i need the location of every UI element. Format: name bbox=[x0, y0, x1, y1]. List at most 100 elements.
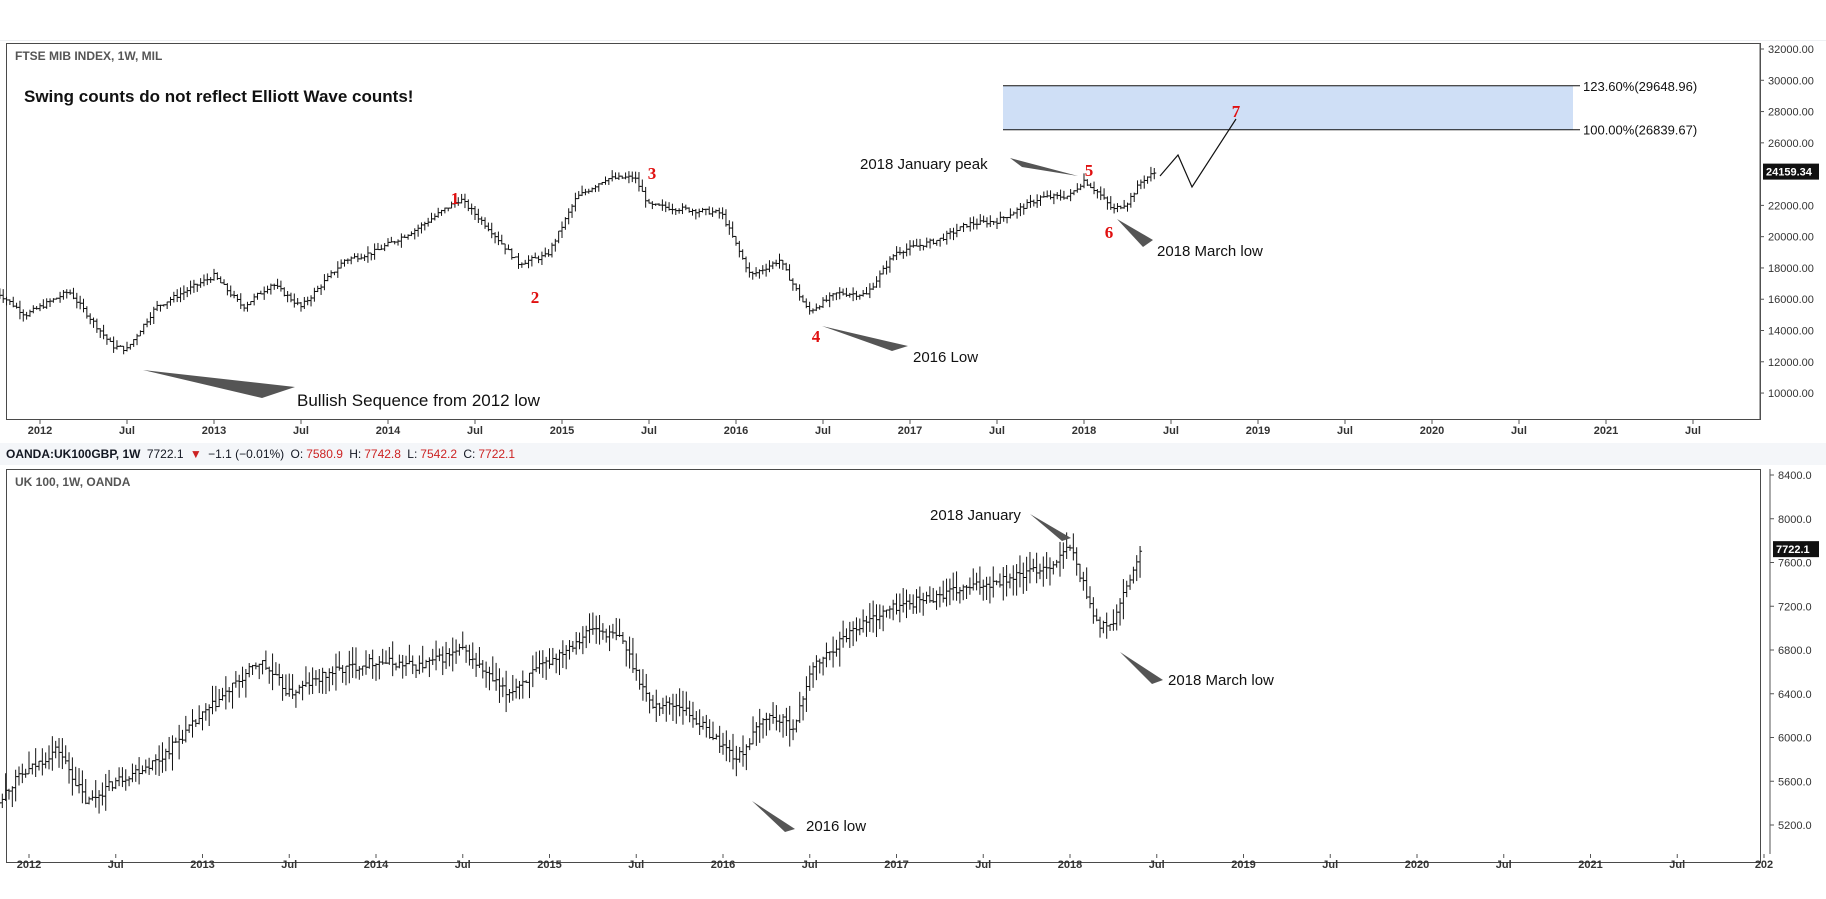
price-tick-label: 32000.00 bbox=[1768, 44, 1814, 56]
pointer-2012-low bbox=[143, 370, 295, 398]
swing-label-2: 2 bbox=[531, 288, 540, 307]
time-tick-label: Jul bbox=[1669, 859, 1685, 871]
time-tick-label: Jul bbox=[293, 425, 309, 437]
price-tick-label: 5200.0 bbox=[1778, 820, 1812, 832]
last-price-tag bbox=[1773, 541, 1819, 558]
time-tick-label: Jul bbox=[108, 859, 124, 871]
time-tick-label: 2015 bbox=[550, 425, 574, 437]
price-tick-label: 20000.00 bbox=[1768, 232, 1814, 244]
chart-title: FTSE MIB INDEX, 1W, MIL bbox=[15, 49, 162, 63]
price-tick-label: 7600.0 bbox=[1778, 558, 1812, 570]
pointer-march-low bbox=[1120, 652, 1163, 684]
open-value: 7580.9 bbox=[306, 447, 343, 461]
time-tick-label: Jul bbox=[628, 859, 644, 871]
time-tick-label: 2012 bbox=[28, 425, 52, 437]
time-tick-label: Jul bbox=[467, 425, 483, 437]
annotation-2018-march-low: 2018 March low bbox=[1157, 243, 1263, 260]
time-tick-label: Jul bbox=[281, 859, 297, 871]
time-tick-label: Jul bbox=[455, 859, 471, 871]
time-tick-label: 2013 bbox=[190, 859, 214, 871]
time-tick-label: 2018 bbox=[1058, 859, 1082, 871]
ftse-mib-chart[interactable]: 32000.00 30000.00 28000.00 26000.00 22000.00… bbox=[0, 0, 1826, 440]
time-tick-label: 2020 bbox=[1405, 859, 1429, 871]
low-label: L: bbox=[407, 447, 418, 461]
time-tick-label: 202 bbox=[1755, 859, 1773, 871]
projection-path bbox=[1159, 118, 1237, 189]
symbol-name[interactable]: OANDA:UK100GBP, 1W bbox=[6, 447, 141, 461]
time-tick-label: 2019 bbox=[1246, 425, 1270, 437]
time-tick-label: 2014 bbox=[364, 859, 389, 871]
time-tick-label: 2016 bbox=[711, 859, 735, 871]
time-tick-label: Jul bbox=[1685, 425, 1701, 437]
last-price-tag bbox=[1763, 163, 1819, 180]
open-label: O: bbox=[290, 447, 304, 461]
time-tick-label: Jul bbox=[1496, 859, 1512, 871]
time-tick-label: Jul bbox=[1322, 859, 1338, 871]
time-tick-label: Jul bbox=[975, 859, 991, 871]
time-tick-label: 2020 bbox=[1420, 425, 1444, 437]
pointer-2016-low bbox=[822, 326, 908, 351]
time-tick-label: 2017 bbox=[898, 425, 922, 437]
time-tick-label: 2021 bbox=[1578, 859, 1602, 871]
time-tick-label: Jul bbox=[641, 425, 657, 437]
price-tick-label: 28000.00 bbox=[1768, 107, 1814, 119]
swing-label-3: 3 bbox=[648, 164, 657, 183]
last-price-label: 24159.34 bbox=[1766, 167, 1813, 179]
high-value: 7742.8 bbox=[364, 447, 401, 461]
swing-label-6: 6 bbox=[1105, 223, 1114, 242]
price-change: −1.1 (−0.01%) bbox=[208, 447, 285, 461]
time-tick-label: Jul bbox=[1163, 425, 1179, 437]
time-tick-label: 2016 bbox=[724, 425, 748, 437]
price-tick-label: 10000.00 bbox=[1768, 388, 1814, 400]
price-tick-label: 16000.00 bbox=[1768, 294, 1814, 306]
uk100-chart-panel[interactable] bbox=[6, 469, 1761, 863]
time-tick-label: Jul bbox=[815, 425, 831, 437]
price-tick-label: 6800.0 bbox=[1778, 645, 1812, 657]
time-tick-label: 2012 bbox=[17, 859, 41, 871]
time-tick-label: Jul bbox=[1149, 859, 1165, 871]
price-tick-label: 22000.00 bbox=[1768, 200, 1814, 212]
swing-label-7: 7 bbox=[1232, 102, 1241, 121]
chart-subtitle: Swing counts do not reflect Elliott Wave… bbox=[24, 87, 413, 106]
price-tick-label: 6400.0 bbox=[1778, 689, 1812, 701]
swing-label-4: 4 bbox=[812, 327, 821, 346]
price-tick-label: 8000.0 bbox=[1778, 514, 1812, 526]
price-tick-label: 14000.00 bbox=[1768, 325, 1814, 337]
annotation-2016-low: 2016 Low bbox=[913, 349, 978, 366]
time-tick-label: 2013 bbox=[202, 425, 226, 437]
time-tick-label: 2015 bbox=[537, 859, 561, 871]
current-price: 7722.1 bbox=[146, 447, 184, 461]
pointer-jan-peak bbox=[1010, 158, 1078, 176]
time-tick-label: Jul bbox=[1511, 425, 1527, 437]
swing-label-5: 5 bbox=[1085, 161, 1094, 180]
fib-level-label: 123.60%(29648.96) bbox=[1583, 79, 1697, 94]
time-tick-label: 2017 bbox=[884, 859, 908, 871]
price-tick-label: 12000.00 bbox=[1768, 357, 1814, 369]
time-tick-label: 2014 bbox=[376, 425, 401, 437]
top-strip bbox=[0, 0, 1826, 41]
price-tick-label: 30000.00 bbox=[1768, 75, 1814, 87]
time-tick-label: 2018 bbox=[1072, 425, 1096, 437]
down-arrow-icon: ▼ bbox=[189, 447, 202, 461]
annotation-2016-low: 2016 low bbox=[806, 818, 866, 835]
time-tick-label: Jul bbox=[989, 425, 1005, 437]
low-value: 7542.2 bbox=[420, 447, 457, 461]
time-tick-label: 2019 bbox=[1231, 859, 1255, 871]
time-tick-label: Jul bbox=[1337, 425, 1353, 437]
annotation-2018-january-peak: 2018 January peak bbox=[860, 156, 988, 173]
symbol-info-bar: OANDA:UK100GBP, 1W 7722.1 ▼ −1.1 (−0.01%… bbox=[0, 443, 1826, 465]
annotation-bullish-sequence: Bullish Sequence from 2012 low bbox=[297, 391, 541, 410]
pointer-2018-january bbox=[1030, 514, 1071, 541]
price-tick-label: 8400.0 bbox=[1778, 470, 1812, 482]
fib-level-label: 100.00%(26839.67) bbox=[1583, 123, 1697, 138]
close-value: 7722.1 bbox=[478, 447, 516, 461]
price-tick-label: 18000.00 bbox=[1768, 263, 1814, 275]
time-tick-label: Jul bbox=[119, 425, 135, 437]
last-price-label: 7722.1 bbox=[1776, 544, 1810, 556]
price-tick-label: 5600.0 bbox=[1778, 776, 1812, 788]
pointer-2016-low bbox=[752, 801, 795, 832]
price-tick-label: 7200.0 bbox=[1778, 601, 1812, 613]
fib-target-zone bbox=[1003, 85, 1573, 130]
price-tick-label: 6000.0 bbox=[1778, 733, 1812, 745]
